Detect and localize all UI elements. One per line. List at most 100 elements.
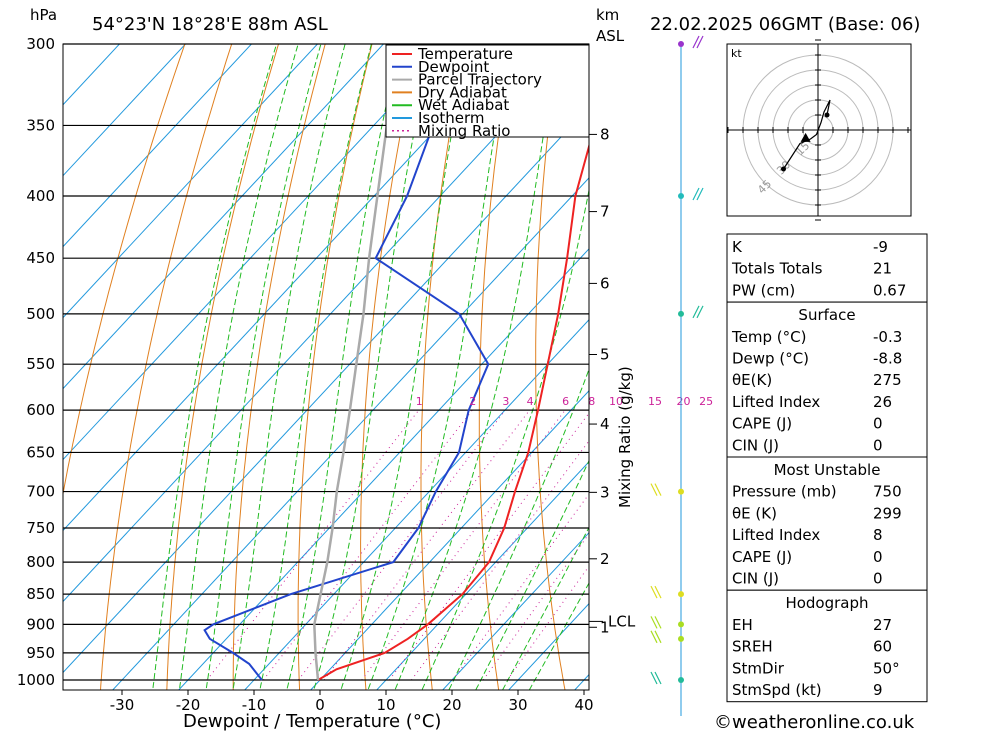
height-unit-asl-label: ASL	[596, 27, 625, 45]
table-row-value: 0	[873, 436, 883, 454]
pressure-tick-label: 550	[26, 355, 55, 373]
wind-level-dot	[678, 193, 684, 199]
table-row-label: K	[732, 238, 743, 256]
mixing-ratio-line	[362, 410, 565, 680]
x-tick-label: -30	[110, 696, 135, 714]
wind-level-dot	[678, 311, 684, 317]
hodograph-unit: kt	[731, 47, 742, 60]
table-row-value: -0.3	[873, 328, 902, 346]
mixing-ratio-line	[324, 410, 529, 680]
pressure-tick-label: 900	[26, 615, 55, 633]
table-row-label: Totals Totals	[731, 260, 823, 278]
isotherm-line	[0, 26, 400, 706]
table-row-label: Pressure (mb)	[732, 483, 837, 501]
table-row-value: 750	[873, 483, 902, 501]
legend-label: Mixing Ratio	[418, 122, 510, 140]
pressure-tick-label: 750	[26, 519, 55, 537]
table-row-label: CIN (J)	[732, 436, 779, 454]
table-row-label: StmSpd (kt)	[732, 681, 822, 699]
table-row-value: -8.8	[873, 350, 902, 368]
mixing-ratio-label: 1	[416, 395, 423, 408]
table-row-value: 0	[873, 415, 883, 433]
sounding-series	[205, 44, 615, 680]
km-tick-label: 4	[600, 415, 610, 433]
table-row-value: 27	[873, 616, 892, 634]
table-row-value: 0	[873, 570, 883, 588]
wind-level-dot	[678, 41, 684, 47]
x-tick-label: 20	[442, 696, 461, 714]
mixing-ratio-axis-title: Mixing Ratio (g/kg)	[616, 366, 634, 508]
table-row-label: SREH	[732, 638, 773, 656]
mixing-ratio-line	[389, 410, 591, 680]
table-row-value: 26	[873, 393, 892, 411]
km-tick-label: 8	[600, 125, 610, 143]
km-tick-label: 5	[600, 345, 610, 363]
table-row-value: 0	[873, 548, 883, 566]
table-row-value: 60	[873, 638, 892, 656]
wind-barb	[693, 306, 703, 318]
wind-barb	[693, 188, 703, 200]
mixing-ratio-label: 3	[502, 395, 509, 408]
pressure-tick-label: 800	[26, 553, 55, 571]
mixing-ratio-label: 2	[469, 395, 476, 408]
pressure-tick-label: 300	[26, 35, 55, 53]
mixing-ratio-label: 25	[699, 395, 713, 408]
wind-level-dot	[678, 621, 684, 627]
dry-adiabat-line	[979, 26, 1000, 706]
height-unit-label: km	[596, 6, 619, 24]
hodograph-end-dot	[781, 167, 786, 172]
mixing-ratio-label: 15	[648, 395, 662, 408]
pressure-tick-label: 600	[26, 401, 55, 419]
table-row-value: 8	[873, 526, 883, 544]
km-tick-label: 3	[600, 483, 610, 501]
table-row-value: 0.67	[873, 281, 906, 299]
table-row-label: Dewp (°C)	[732, 350, 809, 368]
pressure-tick-label: 400	[26, 187, 55, 205]
table-row-value: -9	[873, 238, 888, 256]
wet-adiabat-line	[177, 26, 303, 706]
table-title: Most Unstable	[774, 461, 881, 479]
wind-barb	[651, 616, 661, 628]
table-row-label: CIN (J)	[732, 570, 779, 588]
indices-tables: K -9 Totals Totals 21 PW (cm) 0.67 Surface Temp…	[727, 234, 927, 702]
table-row-label: EH	[732, 616, 753, 634]
pressure-tick-label: 650	[26, 443, 55, 461]
hodograph: kt 153045	[727, 40, 911, 220]
table-title: Surface	[798, 306, 855, 324]
table-row-label: Temp (°C)	[731, 328, 806, 346]
table-row-value: 50°	[873, 659, 900, 677]
pressure-tick-label: 500	[26, 305, 55, 323]
table-row-label: CAPE (J)	[732, 548, 792, 566]
datetime-label: 22.02.2025 06GMT (Base: 06)	[650, 14, 920, 35]
wind-level-dot	[678, 636, 684, 642]
dry-adiabat-line	[298, 26, 376, 706]
location-label: 54°23'N 18°28'E 88m ASL	[92, 14, 328, 35]
table-row-label: StmDir	[732, 659, 785, 677]
wind-barb	[693, 36, 703, 48]
wind-profile	[651, 36, 703, 716]
table-row-value: 275	[873, 371, 902, 389]
km-tick-label: 6	[600, 274, 610, 292]
wet-adiabat-line	[256, 26, 376, 706]
km-tick-label: 7	[600, 203, 610, 221]
table-row-label: PW (cm)	[732, 281, 795, 299]
pressure-unit-label: hPa	[30, 6, 57, 24]
table-row-label: Lifted Index	[732, 526, 820, 544]
table-row-value: 21	[873, 260, 892, 278]
table-row-label: θE (K)	[732, 504, 777, 522]
x-tick-label: 30	[508, 696, 527, 714]
pressure-tick-label: 1000	[17, 671, 55, 689]
table-row-value: 9	[873, 681, 883, 699]
table-row-value: 299	[873, 504, 902, 522]
table-title: Hodograph	[785, 594, 868, 612]
isotherm-line	[0, 26, 136, 706]
lcl-label: LCL	[608, 612, 636, 630]
mixing-ratio-label: 20	[676, 395, 690, 408]
x-tick-label: 40	[574, 696, 593, 714]
wind-barb	[651, 484, 661, 496]
wind-level-dot	[678, 677, 684, 683]
mixing-ratio-line	[507, 410, 702, 680]
dry-adiabat-line	[100, 26, 238, 706]
